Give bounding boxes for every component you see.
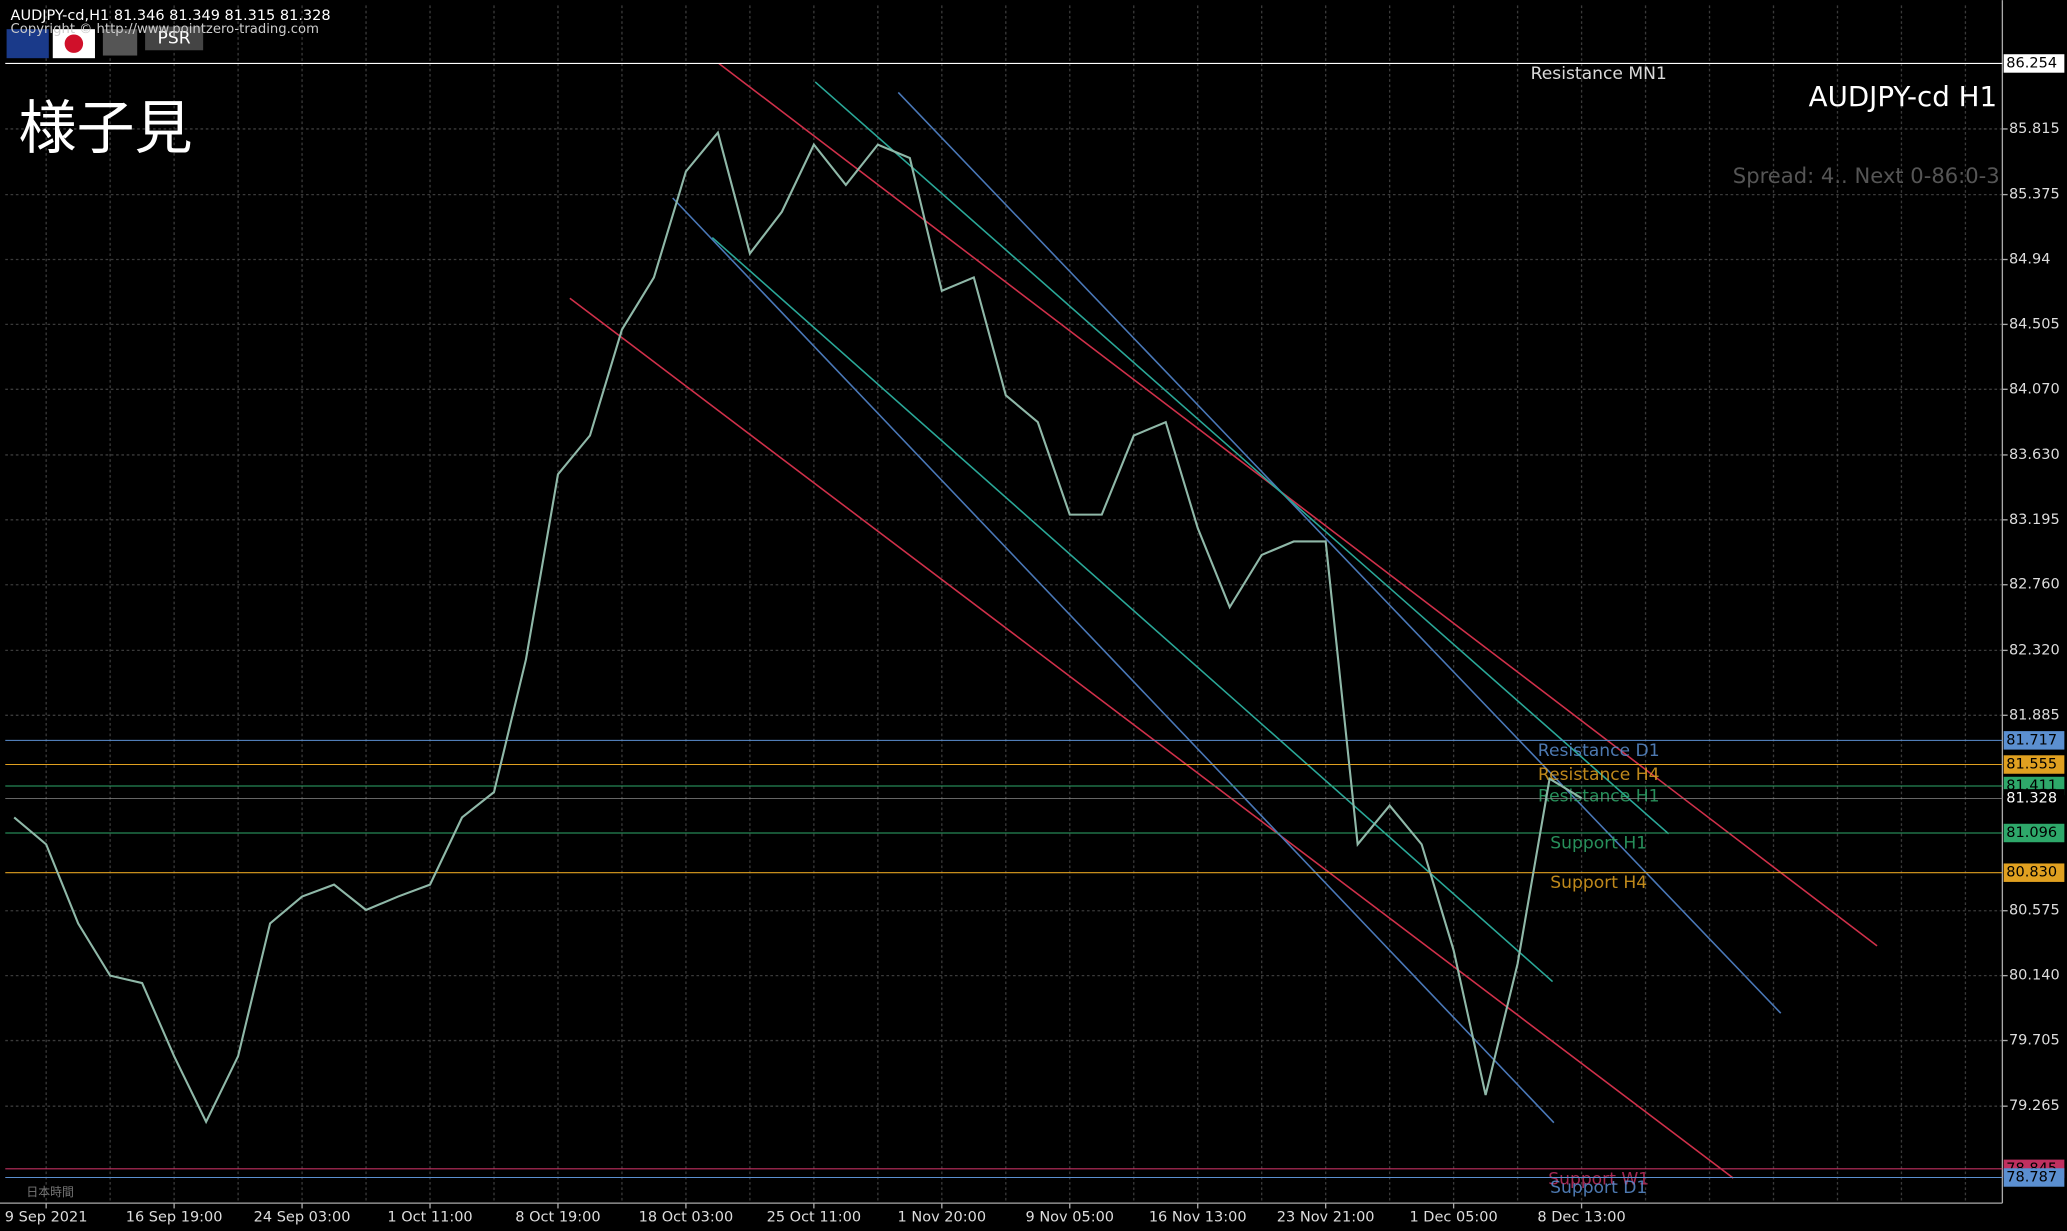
x-tick-label: 25 Oct 11:00 [767, 1210, 862, 1226]
annotation: 様子見 [18, 94, 192, 162]
price-tag-label: 78.787 [2006, 1169, 2057, 1185]
channel-line [814, 81, 1670, 835]
price-tag-label: 81.717 [2006, 732, 2057, 748]
x-tick-label: 1 Oct 11:00 [387, 1210, 472, 1226]
current-price-label: 81.328 [2006, 790, 2057, 806]
flag-jp-sun [64, 34, 84, 53]
x-tick-label: 9 Nov 05:00 [1026, 1210, 1115, 1226]
current-price-tag [2003, 789, 2065, 808]
timezone: 日本時間 [26, 1185, 73, 1199]
grid [5, 5, 2003, 1204]
psr-label[interactable]: PSR [158, 28, 191, 48]
y-tick-label: 81.885 [2009, 707, 2060, 723]
level-name: Resistance H4 [1538, 765, 1660, 785]
spread: Spread: 4.. Next 0-86:0-3 [1733, 163, 2000, 188]
y-tick-label: 82.760 [2009, 577, 2060, 593]
level-name: Support D1 [1550, 1178, 1647, 1198]
y-tick-label: 84.505 [2009, 316, 2060, 332]
price-tag-label: 81.555 [2006, 757, 2057, 773]
level-name: Resistance D1 [1538, 741, 1660, 761]
y-tick-label: 82.320 [2009, 642, 2060, 658]
y-tick-label: 85.375 [2009, 187, 2060, 203]
level-name: Support H1 [1550, 834, 1647, 854]
y-tick-label: 84.070 [2009, 381, 2060, 397]
toolbar: PSR [6, 26, 204, 59]
channels [569, 62, 1878, 1179]
icon [102, 29, 138, 56]
y-tick-label: 80.140 [2009, 968, 2060, 984]
y-tick-label: 83.195 [2009, 512, 2060, 528]
channel-line [718, 62, 1878, 947]
price-tag-label: 80.830 [2006, 865, 2057, 881]
level-name: Support W1 [1548, 1169, 1649, 1189]
psr-button[interactable] [145, 26, 204, 51]
y-tick-label: 83.630 [2009, 447, 2060, 463]
x-tick-label: 1 Nov 20:00 [898, 1210, 987, 1226]
x-tick-label: 1 Dec 05:00 [1409, 1210, 1497, 1226]
x-tick-label: 16 Sep 19:00 [126, 1210, 223, 1226]
flag-au [6, 29, 49, 59]
price-tag [2003, 755, 2065, 774]
y-tick-label: 84.94 [2009, 252, 2051, 268]
y-tick-label: 80.575 [2009, 903, 2060, 919]
channel-line [897, 91, 1782, 1014]
price-tag [2003, 863, 2065, 882]
x-tick-label: 24 Sep 03:00 [254, 1210, 351, 1226]
y-tick-label: 79.265 [2009, 1098, 2060, 1114]
level-name: Resistance MN1 [1531, 64, 1667, 84]
x-tick-label: 8 Dec 13:00 [1537, 1210, 1625, 1226]
x-tick-label: 9 Sep 2021 [5, 1210, 88, 1226]
price-tag [2003, 731, 2065, 750]
copyright: Copyright © http://www.pointzero-trading… [11, 22, 319, 37]
price-line [13, 130, 1583, 1125]
x-tick-label: 16 Nov 13:00 [1149, 1210, 1247, 1226]
price-tag-label: 81.096 [2006, 825, 2057, 841]
x-tick-label: 23 Nov 21:00 [1277, 1210, 1375, 1226]
y-tick-label: 85.815 [2009, 121, 2060, 137]
price-tag-label: 86.254 [2006, 55, 2057, 71]
price-tag [2003, 823, 2065, 843]
header: AUDJPY-cd,H1 81.346 81.349 81.315 81.328 [11, 8, 331, 24]
y-tick-label: 79.705 [2009, 1033, 2060, 1049]
price-tag [2003, 1168, 2065, 1187]
channel-line [672, 197, 1555, 1124]
channel-line [711, 236, 1554, 983]
x-tick-label: 8 Oct 19:00 [515, 1210, 600, 1226]
level-name: Support H4 [1550, 873, 1647, 893]
price-tag [2003, 54, 2065, 73]
level-name: Resistance H1 [1538, 787, 1660, 807]
chart-title: AUDJPY-cd H1 [1809, 80, 1997, 113]
channel-line [569, 297, 1734, 1179]
x-tick-label: 18 Oct 03:00 [639, 1210, 734, 1226]
